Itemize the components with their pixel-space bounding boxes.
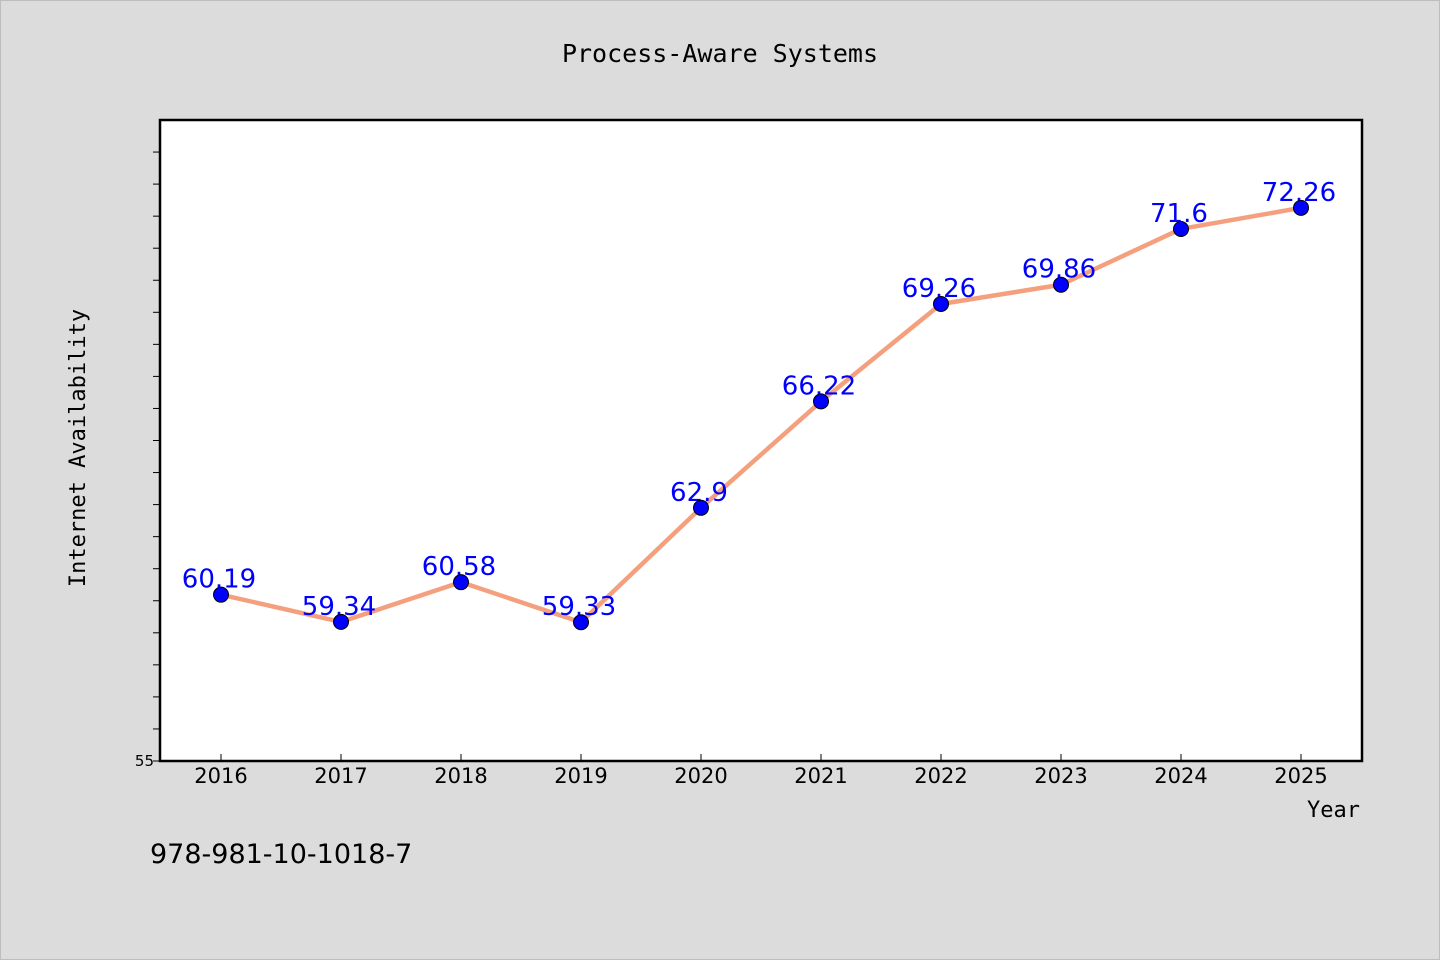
x-tick-label: 2020 — [674, 764, 727, 788]
y-axis-ticks: 55 — [135, 151, 160, 770]
data-point — [573, 614, 589, 631]
x-axis-title: Year — [1307, 798, 1360, 823]
y-tick-label: 55 — [135, 752, 154, 770]
data-point — [693, 499, 709, 516]
data-point — [213, 586, 229, 603]
data-point — [813, 393, 829, 410]
data-point — [1293, 199, 1309, 216]
chart-title: Process-Aware Systems — [562, 39, 878, 68]
x-tick-label: 2017 — [314, 764, 367, 788]
x-tick-label: 2018 — [434, 764, 487, 788]
x-tick-label: 2016 — [194, 764, 247, 788]
x-tick-label: 2023 — [1034, 764, 1087, 788]
x-tick-label: 2019 — [554, 764, 607, 788]
x-tick-label: 2021 — [794, 764, 847, 788]
y-axis-title: Internet Availability — [66, 309, 91, 587]
x-axis-ticks: 2016 2017 2018 2019 2020 2021 2022 2023 2024 2025 — [194, 754, 1328, 788]
x-tick-label: 2025 — [1274, 764, 1327, 788]
data-point — [333, 613, 349, 630]
data-point — [1173, 220, 1189, 237]
x-tick-label: 2024 — [1154, 764, 1207, 788]
series-layer: 60.1959.3460.5859.3362.966.2269.2669.867… — [182, 178, 1336, 631]
isbn-label: 978-981-10-1018-7 — [150, 839, 412, 870]
data-point — [933, 295, 949, 312]
series-line — [218, 205, 1304, 625]
data-point — [453, 574, 469, 591]
plot-area — [158, 118, 1364, 763]
x-tick-label: 2022 — [914, 764, 967, 788]
data-point — [1053, 276, 1069, 293]
